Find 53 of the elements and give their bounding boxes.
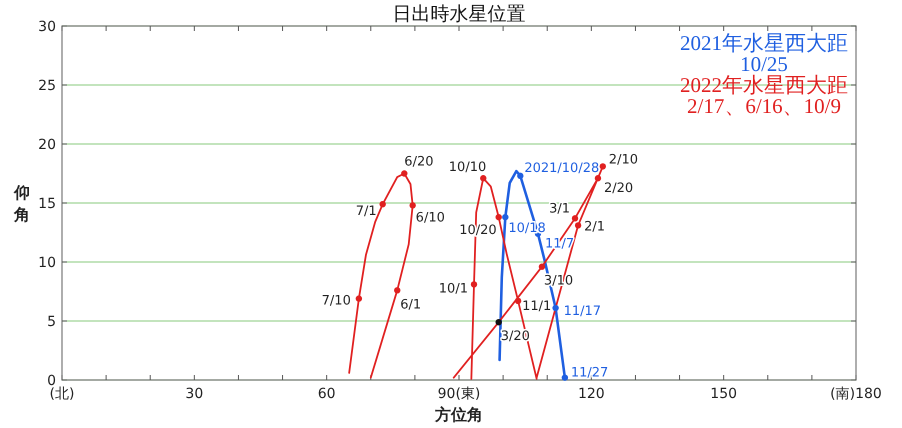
y-tick-label: 15 (38, 196, 56, 212)
point (496, 318, 502, 326)
point (356, 295, 362, 302)
y-tick-label: 20 (38, 137, 56, 153)
point (496, 214, 502, 220)
text: 2021年水星西大距 10/25 (680, 31, 848, 76)
point (552, 304, 559, 312)
x-tick-label: 90(東) (438, 386, 480, 402)
annotation: 7/1 (356, 204, 377, 220)
annotation: 2/1 (584, 219, 606, 234)
annotation: 2021/10/28 (524, 160, 600, 176)
point (401, 170, 408, 177)
y-tick-label: 30 (38, 19, 56, 35)
x-axis-title: 方位角 (434, 405, 483, 424)
x-tick-label: 30 (185, 386, 204, 402)
point (600, 163, 606, 170)
point (562, 374, 568, 381)
annotation: 11/1 (522, 298, 552, 314)
x-tick-label: (北) (50, 386, 74, 402)
y-tick-label: 5 (47, 314, 56, 330)
chart-title: 日出時水星位置 (392, 3, 526, 25)
y-tick-label: 25 (38, 78, 56, 94)
point (594, 175, 602, 182)
x-tick-label: 150 (710, 386, 738, 402)
annotation: 6/10 (416, 210, 445, 226)
point (502, 214, 509, 220)
annotation: 10/10 (448, 160, 486, 176)
annotation: 2/20 (604, 181, 634, 196)
annotation: 6/1 (400, 297, 422, 312)
x-tick-label: 60 (318, 386, 336, 402)
x-tick-label: 120 (578, 386, 605, 402)
point (517, 172, 524, 180)
point (409, 202, 416, 209)
x-tick-label: (南)180 (830, 386, 882, 402)
annotation: 11/17 (564, 304, 602, 320)
point (379, 200, 386, 208)
text: 2022年水星西大距 2/17、6/16、10/9 (680, 73, 848, 118)
annotation: 2/10 (608, 152, 638, 168)
annotation: 11/27 (570, 366, 608, 381)
annotation: 3/1 (549, 201, 570, 216)
y-tick-label: 0 (47, 373, 56, 389)
point (394, 287, 400, 294)
annotation: 7/10 (322, 294, 351, 309)
y-axis-title: 仰角 (13, 183, 30, 224)
y-tick-label: 10 (38, 255, 56, 271)
point (538, 264, 546, 270)
point (470, 281, 478, 288)
annotation: 6/20 (404, 154, 434, 170)
point (480, 175, 486, 182)
point (574, 222, 582, 229)
annotation: 10/1 (438, 281, 468, 296)
point (514, 298, 522, 304)
point (572, 215, 578, 222)
